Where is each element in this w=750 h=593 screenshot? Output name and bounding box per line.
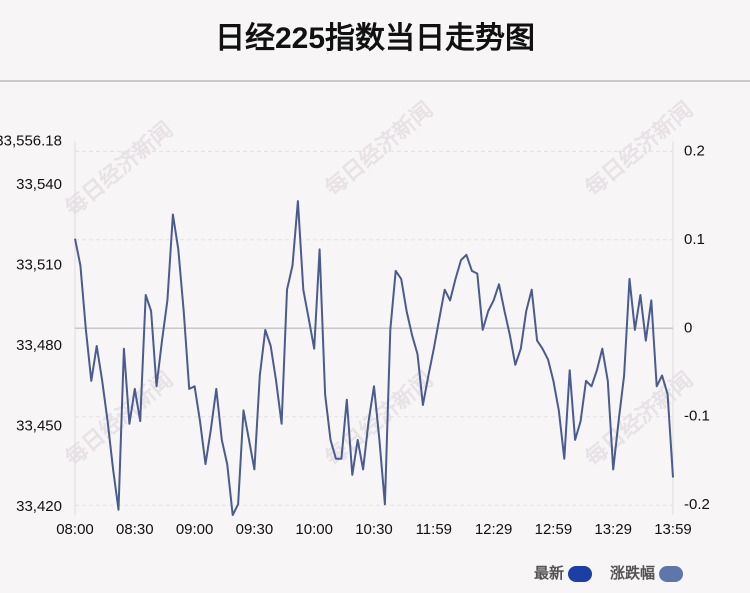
y2-tick-label: -0.1	[684, 408, 710, 425]
legend-swatch	[659, 566, 684, 582]
price-line	[74, 200, 674, 516]
x-tick-label: 09:00	[176, 521, 214, 538]
watermark: 每日经济新闻	[60, 117, 177, 221]
x-tick-label: 13:29	[594, 521, 632, 538]
y2-tick-label: -0.2	[684, 496, 710, 513]
x-tick-label: 12:29	[475, 521, 513, 538]
x-tick-label: 10:30	[355, 521, 393, 538]
watermark: 每日经济新闻	[580, 97, 697, 201]
x-tick-label: 10:00	[295, 521, 333, 538]
x-tick-label: 08:00	[56, 521, 94, 538]
y-tick-label: 33,556.18	[0, 133, 62, 150]
y2-tick-label: 0.2	[684, 142, 705, 159]
chart-title: 日经225指数当日走势图	[215, 21, 535, 55]
x-tick-label: 11:59	[416, 521, 452, 538]
x-tick-label: 08:30	[116, 521, 154, 538]
y-tick-label: 33,540	[16, 176, 62, 193]
x-tick-label: 13:59	[654, 521, 692, 538]
y-tick-label: 33,480	[16, 337, 62, 354]
y2-tick-label: 0	[684, 319, 692, 336]
y-tick-label: 33,420	[16, 498, 62, 515]
x-tick-label: 09:30	[236, 521, 274, 538]
legend-label: 最新	[534, 564, 564, 582]
y-tick-label: 33,510	[16, 256, 62, 273]
watermark: 每日经济新闻	[320, 97, 437, 201]
legend-label: 涨跌幅	[610, 564, 655, 582]
y-tick-label: 33,450	[16, 417, 62, 434]
y2-tick-label: 0.1	[684, 231, 705, 248]
x-tick-label: 12:59	[535, 521, 573, 538]
watermark: 每日经济新闻	[580, 367, 697, 471]
watermark: 每日经济新闻	[60, 367, 177, 471]
legend-swatch	[568, 566, 593, 582]
